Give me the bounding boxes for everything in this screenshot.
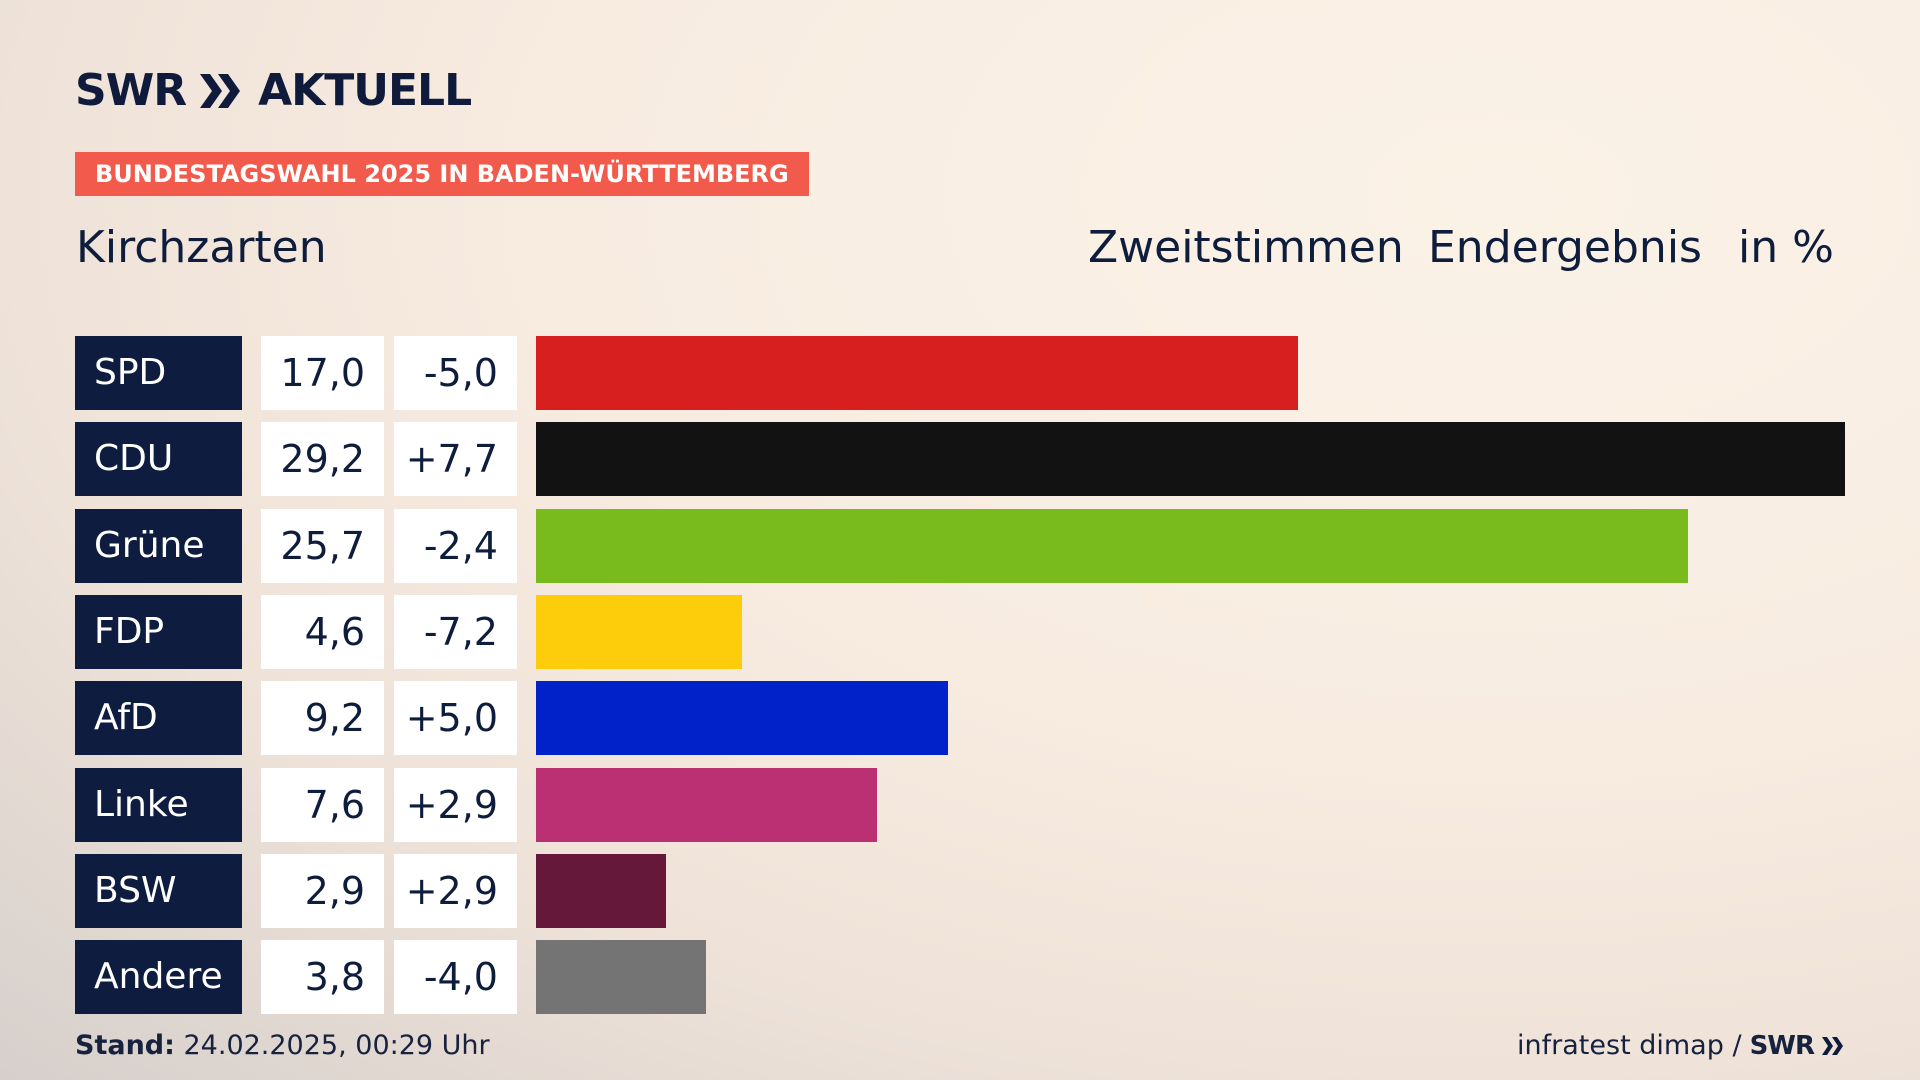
vote-share-value: 17,0 <box>261 336 384 410</box>
party-label: Andere <box>75 940 242 1015</box>
result-bar <box>536 940 707 1015</box>
vote-change-value: -2,4 <box>394 508 517 583</box>
result-bar <box>536 594 743 669</box>
result-row: BSW 2,9 +2,9 <box>0 853 1920 928</box>
result-row: CDU 29,2 +7,7 <box>0 422 1920 497</box>
source-text: infratest dimap / <box>1517 1030 1742 1061</box>
party-label: FDP <box>75 594 242 669</box>
result-status-label: Endergebnis <box>1428 222 1702 273</box>
swr-aktuell-logo: SWR AKTUELL <box>75 65 472 116</box>
vote-share-value: 29,2 <box>261 422 384 497</box>
double-chevron-icon <box>200 74 241 108</box>
party-label: BSW <box>75 853 242 928</box>
election-tagline: BUNDESTAGSWAHL 2025 IN BADEN-WÜRTTEMBERG <box>75 152 809 196</box>
logo-swr-text: SWR <box>75 65 187 116</box>
vote-share-value: 7,6 <box>261 767 384 842</box>
party-label: SPD <box>75 336 242 410</box>
vote-change-value: +7,7 <box>394 422 517 497</box>
vote-share-value: 25,7 <box>261 508 384 583</box>
vote-share-value: 2,9 <box>261 853 384 928</box>
party-label: AfD <box>75 681 242 756</box>
result-row: FDP 4,6 -7,2 <box>0 594 1920 669</box>
result-bar <box>536 767 877 842</box>
source-credit: infratest dimap / SWR <box>1517 1030 1844 1061</box>
party-label: Grüne <box>75 508 242 583</box>
result-bar <box>536 336 1299 410</box>
vote-change-value: +2,9 <box>394 853 517 928</box>
result-row: Linke 7,6 +2,9 <box>0 767 1920 842</box>
unit-label: in % <box>1738 222 1834 273</box>
double-chevron-icon <box>1822 1036 1843 1055</box>
result-row: SPD 17,0 -5,0 <box>0 336 1920 410</box>
result-bar <box>536 422 1845 497</box>
result-bar <box>536 853 666 928</box>
vote-share-value: 9,2 <box>261 681 384 756</box>
logo-aktuell-text: AKTUELL <box>258 65 472 116</box>
vote-change-value: +2,9 <box>394 767 517 842</box>
vote-type-label: Zweitstimmen <box>1088 222 1404 273</box>
result-bar <box>536 681 949 756</box>
result-row: Andere 3,8 -4,0 <box>0 940 1920 1015</box>
party-label: CDU <box>75 422 242 497</box>
vote-change-value: -5,0 <box>394 336 517 410</box>
stand-label: Stand: <box>75 1030 175 1061</box>
result-bar <box>536 508 1689 583</box>
source-brand: SWR <box>1749 1030 1815 1061</box>
result-row: Grüne 25,7 -2,4 <box>0 508 1920 583</box>
location-title: Kirchzarten <box>76 222 327 273</box>
result-row: AfD 9,2 +5,0 <box>0 681 1920 756</box>
vote-change-value: -7,2 <box>394 594 517 669</box>
stand-value: 24.02.2025, 00:29 Uhr <box>174 1030 490 1061</box>
party-label: Linke <box>75 767 242 842</box>
vote-share-value: 3,8 <box>261 940 384 1015</box>
vote-change-value: -4,0 <box>394 940 517 1015</box>
vote-change-value: +5,0 <box>394 681 517 756</box>
timestamp: Stand: 24.02.2025, 00:29 Uhr <box>75 1030 490 1061</box>
vote-share-value: 4,6 <box>261 594 384 669</box>
